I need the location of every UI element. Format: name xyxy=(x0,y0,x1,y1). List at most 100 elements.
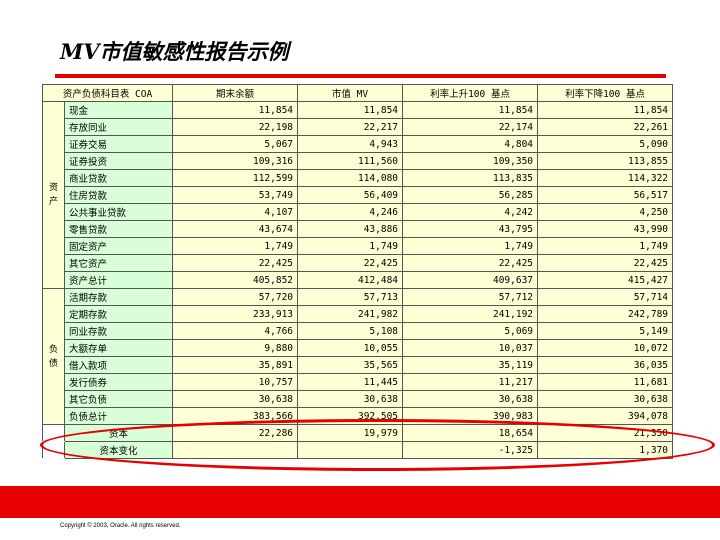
asset-row: 零售贷款 43,674 43,886 43,795 43,990 xyxy=(43,220,674,238)
row-label: 定期存款 xyxy=(63,305,174,323)
value-cell: 56,285 xyxy=(402,186,539,204)
value-cell: 109,350 xyxy=(402,152,539,170)
value-cell: 5,108 xyxy=(297,322,404,340)
value-cell: 11,854 xyxy=(297,101,404,119)
value-cell: 30,638 xyxy=(172,390,299,408)
value-cell: 114,080 xyxy=(297,169,404,187)
value-cell: 43,674 xyxy=(172,220,299,238)
asset-row: 证券交易 5,067 4,943 4,804 5,090 xyxy=(43,135,674,153)
value-cell: 11,854 xyxy=(537,101,674,119)
liability-row: 负债总计 383,566 392,505 390,983 394,078 xyxy=(43,407,674,425)
value-cell: 5,090 xyxy=(537,135,674,153)
row-label: 固定资产 xyxy=(63,237,174,255)
row-label: 证券投资 xyxy=(63,152,174,170)
asset-row: 商业贷款 112,599 114,080 113,835 114,322 xyxy=(43,169,674,187)
asset-row: 固定资产 1,749 1,749 1,749 1,749 xyxy=(43,237,674,255)
value-cell: -1,325 xyxy=(402,441,539,459)
title-rule xyxy=(55,74,666,78)
asset-row: 住房贷款 53,749 56,409 56,285 56,517 xyxy=(43,186,674,204)
value-cell: 10,055 xyxy=(297,339,404,357)
value-cell: 36,035 xyxy=(537,356,674,374)
value-cell: 57,720 xyxy=(172,288,299,306)
row-label: 资本变化 xyxy=(63,441,174,459)
value-cell: 392,505 xyxy=(297,407,404,425)
section-spacer xyxy=(42,424,65,442)
asset-row: 公共事业贷款 4,107 4,246 4,242 4,250 xyxy=(43,203,674,221)
liability-row: 同业存款 4,766 5,108 5,069 5,149 xyxy=(43,322,674,340)
value-cell: 30,638 xyxy=(402,390,539,408)
asset-row: 存放同业 22,198 22,217 22,174 22,261 xyxy=(43,118,674,136)
value-cell: 30,638 xyxy=(537,390,674,408)
value-cell: 11,854 xyxy=(172,101,299,119)
value-cell xyxy=(172,441,299,459)
row-label: 零售贷款 xyxy=(63,220,174,238)
liability-row: 发行债券 10,757 11,445 11,217 11,681 xyxy=(43,373,674,391)
value-cell: 43,886 xyxy=(297,220,404,238)
value-cell: 43,795 xyxy=(402,220,539,238)
value-cell: 5,067 xyxy=(172,135,299,153)
value-cell: 22,198 xyxy=(172,118,299,136)
value-cell: 394,078 xyxy=(537,407,674,425)
row-label: 商业贷款 xyxy=(63,169,174,187)
value-cell: 11,445 xyxy=(297,373,404,391)
row-label: 活期存款 xyxy=(63,288,174,306)
value-cell: 57,712 xyxy=(402,288,539,306)
value-cell: 5,069 xyxy=(402,322,539,340)
value-cell: 9,880 xyxy=(172,339,299,357)
value-cell: 1,749 xyxy=(172,237,299,255)
value-cell: 415,427 xyxy=(537,271,674,289)
value-cell: 241,982 xyxy=(297,305,404,323)
section-label-liabilities: 负 债 xyxy=(42,288,65,425)
value-cell: 109,316 xyxy=(172,152,299,170)
row-label: 资产总计 xyxy=(63,271,174,289)
value-cell: 53,749 xyxy=(172,186,299,204)
row-label: 负债总计 xyxy=(63,407,174,425)
value-cell: 4,246 xyxy=(297,203,404,221)
row-label: 资本 xyxy=(63,424,174,442)
value-cell: 10,037 xyxy=(402,339,539,357)
value-cell: 22,425 xyxy=(402,254,539,272)
value-cell: 4,943 xyxy=(297,135,404,153)
value-cell: 4,804 xyxy=(402,135,539,153)
value-cell: 22,261 xyxy=(537,118,674,136)
row-label: 现金 xyxy=(63,101,174,119)
liability-row: 定期存款 233,913 241,982 241,192 242,789 xyxy=(43,305,674,323)
value-cell: 19,979 xyxy=(297,424,404,442)
value-cell: 4,766 xyxy=(172,322,299,340)
value-cell: 111,560 xyxy=(297,152,404,170)
header-rate-up-100bp: 利率上升100 基点 xyxy=(402,84,539,102)
header-coa: 资产负债科目表 COA xyxy=(41,84,174,102)
mv-sensitivity-table: 资产负债科目表 COA 期末余额 市值 MV 利率上升100 基点 利率下降10… xyxy=(41,84,674,459)
value-cell: 35,565 xyxy=(297,356,404,374)
asset-row: 资产总计 405,852 412,484 409,637 415,427 xyxy=(43,271,674,289)
value-cell: 22,217 xyxy=(297,118,404,136)
row-label: 发行债券 xyxy=(63,373,174,391)
value-cell: 22,425 xyxy=(297,254,404,272)
value-cell: 35,119 xyxy=(402,356,539,374)
header-market-value: 市值 MV xyxy=(297,84,404,102)
value-cell: 241,192 xyxy=(402,305,539,323)
row-label: 大额存单 xyxy=(63,339,174,357)
asset-row: 资 产现金 11,854 11,854 11,854 11,854 xyxy=(42,101,674,289)
section-spacer xyxy=(42,441,65,459)
value-cell: 11,681 xyxy=(537,373,674,391)
value-cell: 11,217 xyxy=(402,373,539,391)
capital-change-row: 资本变化 -1,325 1,370 xyxy=(42,441,674,459)
value-cell: 390,983 xyxy=(402,407,539,425)
row-label: 存放同业 xyxy=(63,118,174,136)
value-cell: 56,517 xyxy=(537,186,674,204)
value-cell: 22,425 xyxy=(537,254,674,272)
value-cell: 11,854 xyxy=(402,101,539,119)
row-label: 住房贷款 xyxy=(63,186,174,204)
value-cell: 1,370 xyxy=(537,441,674,459)
value-cell: 57,713 xyxy=(297,288,404,306)
value-cell: 57,714 xyxy=(537,288,674,306)
value-cell: 1,749 xyxy=(402,237,539,255)
value-cell: 1,749 xyxy=(537,237,674,255)
value-cell: 112,599 xyxy=(172,169,299,187)
value-cell: 30,638 xyxy=(297,390,404,408)
value-cell: 114,322 xyxy=(537,169,674,187)
value-cell: 412,484 xyxy=(297,271,404,289)
value-cell: 242,789 xyxy=(537,305,674,323)
section-label-assets: 资 产 xyxy=(42,101,65,289)
